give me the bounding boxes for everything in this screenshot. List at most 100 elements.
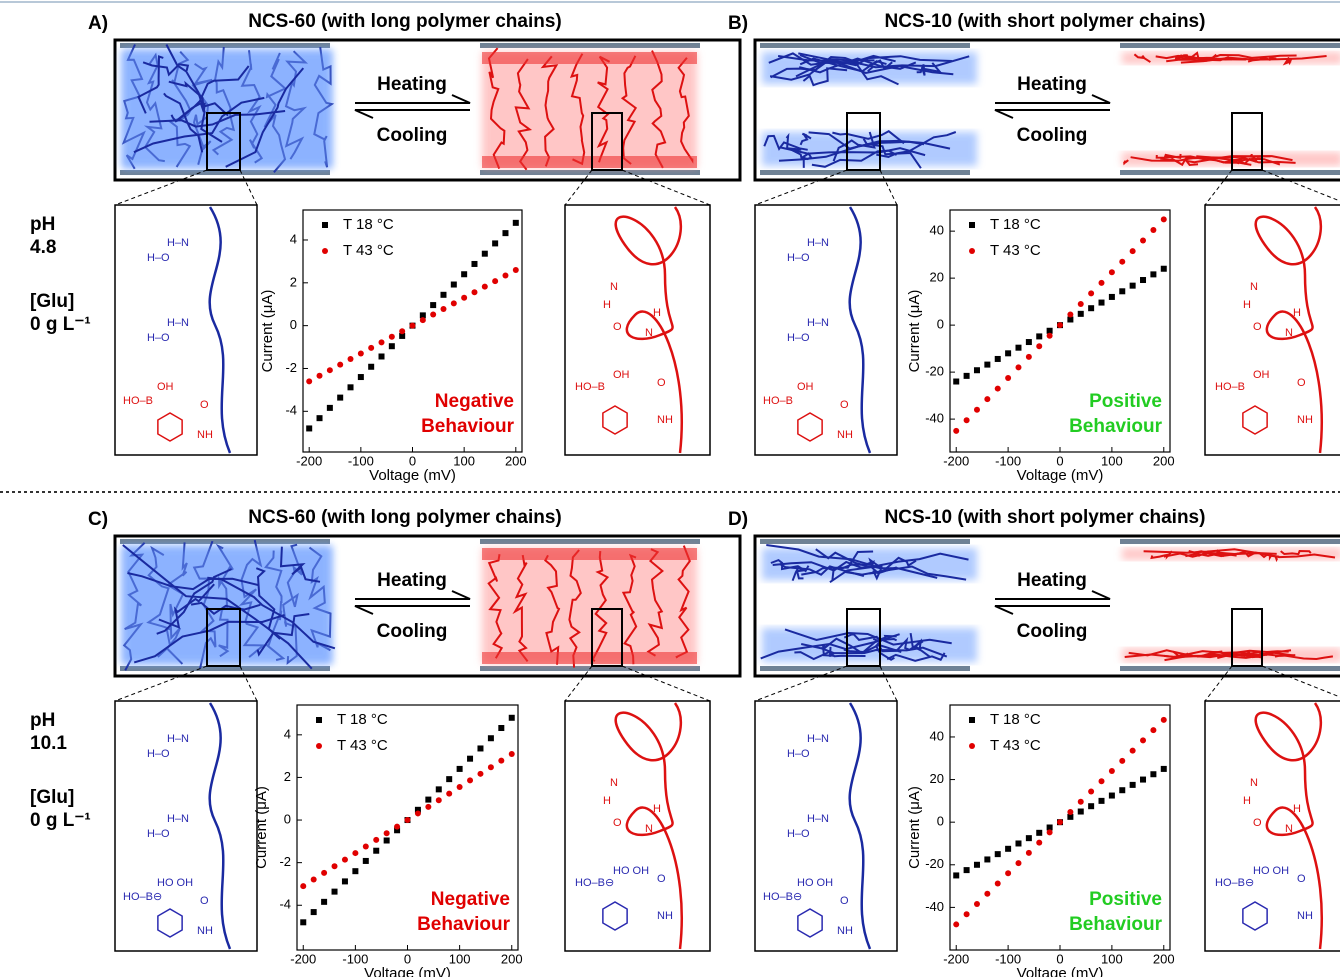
x-axis-label: Voltage (mV) [1017, 965, 1104, 977]
y-tick-label: -40 [925, 411, 944, 426]
y-tick-label: 40 [930, 728, 944, 743]
marker [509, 715, 515, 721]
marker [1015, 840, 1021, 846]
atom-label: H–N [807, 237, 829, 249]
marker [440, 292, 446, 298]
atom-label: H–N [167, 813, 189, 825]
atom-label: H–O [147, 828, 170, 840]
marker [363, 843, 369, 849]
atom-label: O [613, 321, 622, 333]
collapsed-layer [482, 156, 697, 168]
marker [488, 764, 494, 770]
x-tick-label: 100 [1101, 453, 1123, 468]
marker [358, 374, 364, 380]
arrow-back [355, 606, 470, 614]
atom-label: N [610, 281, 618, 293]
marker [1067, 809, 1073, 815]
marker [461, 271, 467, 277]
marker [477, 745, 483, 751]
marker [1088, 803, 1094, 809]
marker [410, 323, 416, 329]
atom-label: O [613, 817, 622, 829]
marker [457, 784, 463, 790]
marker [1109, 793, 1115, 799]
marker [430, 312, 436, 318]
zoom-line [565, 666, 592, 701]
y-axis-label: Current (μA) [259, 290, 276, 373]
marker [363, 858, 369, 864]
marker [425, 804, 431, 810]
marker [436, 797, 442, 803]
marker [1150, 727, 1156, 733]
marker [1130, 782, 1136, 788]
marker [488, 735, 494, 741]
legend-label: T 18 °C [990, 711, 1041, 728]
atom-label: H [603, 795, 611, 807]
atom-label: N [645, 823, 653, 835]
panel-title: NCS-60 (with long polymer chains) [248, 11, 562, 32]
marker [953, 921, 959, 927]
y-axis-label: Current (μA) [906, 786, 923, 869]
condition-label: 4.8 [30, 237, 56, 258]
marker [327, 367, 333, 373]
condition-label: 0 g L⁻¹ [30, 810, 91, 831]
marker [482, 284, 488, 290]
atom-label: H–O [787, 748, 810, 760]
film-glow [122, 50, 332, 168]
marker [1109, 269, 1115, 275]
x-tick-label: 200 [1153, 951, 1175, 966]
atom-label: HO–B⊖ [763, 891, 802, 903]
zoom-line [755, 170, 847, 205]
y-tick-label: -20 [925, 856, 944, 871]
marker [1099, 778, 1105, 784]
marker [394, 824, 400, 830]
atom-label: HO–B [1215, 381, 1245, 393]
x-tick-label: 100 [453, 453, 475, 468]
y-tick-label: -2 [285, 360, 297, 375]
marker [1057, 819, 1063, 825]
y-tick-label: -4 [279, 897, 291, 912]
marker [995, 851, 1001, 857]
marker [471, 261, 477, 267]
marker [1036, 333, 1042, 339]
marker [984, 891, 990, 897]
y-tick-label: 4 [284, 726, 291, 741]
marker [311, 876, 317, 882]
marker [1119, 259, 1125, 265]
atom-label: NH [837, 429, 853, 441]
marker [509, 751, 515, 757]
arrow-forward [995, 95, 1110, 103]
marker [1078, 301, 1084, 307]
zoom-line [622, 666, 710, 701]
marker [384, 830, 390, 836]
atom-label: OH [157, 381, 174, 393]
heating-label: Heating [1017, 74, 1087, 95]
marker [953, 872, 959, 878]
panel-label: A) [88, 13, 108, 34]
y-tick-label: -4 [285, 403, 297, 418]
atom-label: NH [657, 414, 673, 426]
marker [498, 758, 504, 764]
atom-label: HO–B [575, 381, 605, 393]
x-axis-label: Voltage (mV) [1017, 467, 1104, 484]
atom-label: NH [1297, 414, 1313, 426]
marker [974, 367, 980, 373]
marker [477, 771, 483, 777]
x-axis-label: Voltage (mV) [369, 467, 456, 484]
atom-label: O [840, 895, 849, 907]
zoom-line [1262, 666, 1340, 701]
panel-title: NCS-60 (with long polymer chains) [248, 507, 562, 528]
atom-label: H–N [807, 813, 829, 825]
atom-label: H–O [147, 748, 170, 760]
marker [984, 362, 990, 368]
marker [415, 810, 421, 816]
marker [974, 901, 980, 907]
marker [1109, 768, 1115, 774]
atom-label: NH [657, 910, 673, 922]
marker [348, 356, 354, 362]
y-tick-label: 2 [290, 274, 297, 289]
marker [995, 881, 1001, 887]
inset-box [565, 701, 710, 951]
plate [760, 43, 970, 48]
marker [498, 725, 504, 731]
